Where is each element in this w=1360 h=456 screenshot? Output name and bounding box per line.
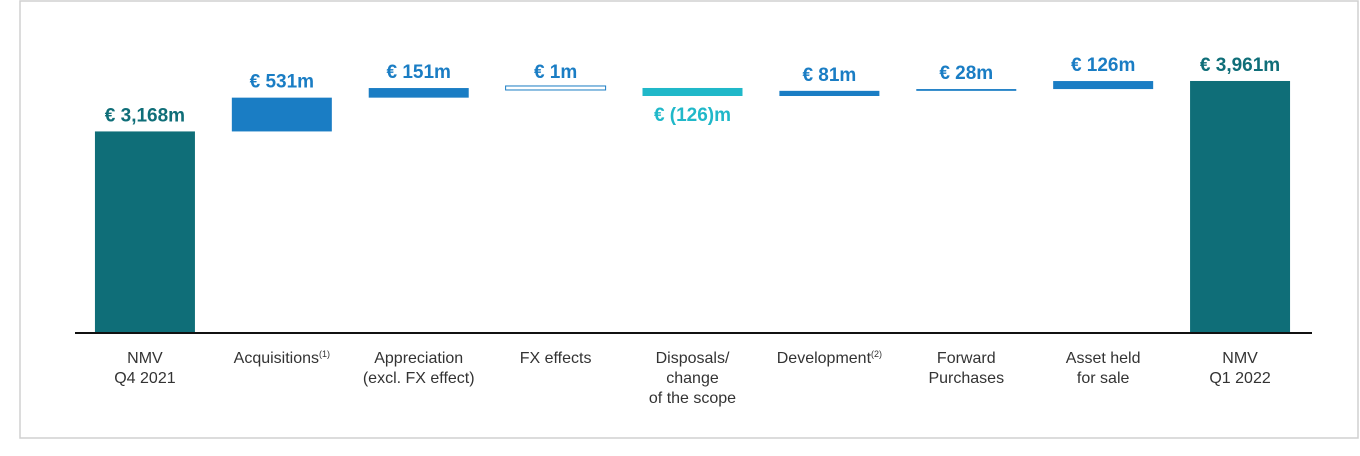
x-tick-label: NMV Q4 2021 xyxy=(114,350,175,387)
bar xyxy=(1190,80,1291,333)
frame xyxy=(19,0,1359,439)
x-tick-label: FX effects xyxy=(520,350,592,367)
x-tick-label-line: Q1 2022 xyxy=(1209,370,1270,387)
bar xyxy=(916,89,1017,91)
x-tick-label-line: Disposals/ xyxy=(656,350,730,367)
x-tick-label: Development(2) xyxy=(777,349,882,367)
x-tick-label-line: Appreciation xyxy=(374,350,463,367)
bar xyxy=(505,85,607,91)
x-tick-label-line: Acquisitions xyxy=(234,350,319,367)
x-tick-label-line: (excl. FX effect) xyxy=(363,370,475,387)
x-tick-label: Forward Purchases xyxy=(928,350,1004,387)
x-tick-label-line: Development xyxy=(777,350,872,367)
x-tick-label-line: Q4 2021 xyxy=(114,370,175,387)
x-tick-label: Disposals/change of the scope xyxy=(649,350,736,407)
value-label: € 3,168m xyxy=(105,105,185,126)
x-tick-label-line: NMV xyxy=(127,350,163,367)
value-label: € 81m xyxy=(802,65,856,86)
x-tick-label-line: NMV xyxy=(1222,350,1258,367)
x-tick-label-line: FX effects xyxy=(520,350,592,367)
x-tick-label-line: of the scope xyxy=(649,390,736,407)
bar xyxy=(368,88,469,98)
x-tick-label: Asset held for sale xyxy=(1066,350,1141,387)
value-label: € 28m xyxy=(939,63,993,84)
x-tick-label: NMV Q1 2022 xyxy=(1209,350,1270,387)
x-tick-label-line: change xyxy=(666,370,719,387)
value-label: € 1m xyxy=(534,62,577,83)
bar xyxy=(642,87,743,96)
footnote-mark: (1) xyxy=(319,349,330,359)
bar xyxy=(779,90,880,96)
value-label: € 151m xyxy=(386,62,450,83)
value-label: € (126)m xyxy=(654,105,731,126)
x-tick-label-line: for sale xyxy=(1077,370,1130,387)
footnote-mark: (2) xyxy=(871,349,882,359)
value-label: € 126m xyxy=(1071,55,1135,76)
value-label: € 3,961m xyxy=(1200,55,1280,76)
bar xyxy=(1053,81,1154,90)
x-tick-label: Appreciation (excl. FX effect) xyxy=(363,350,475,387)
value-label: € 531m xyxy=(250,72,314,93)
x-tick-label-line: Asset held xyxy=(1066,350,1141,367)
x-tick-label-line: Purchases xyxy=(928,370,1004,387)
bar xyxy=(94,131,195,333)
x-tick-label: Acquisitions(1) xyxy=(234,349,330,367)
x-tick-label-line: Forward xyxy=(937,350,996,367)
bar xyxy=(231,97,332,132)
